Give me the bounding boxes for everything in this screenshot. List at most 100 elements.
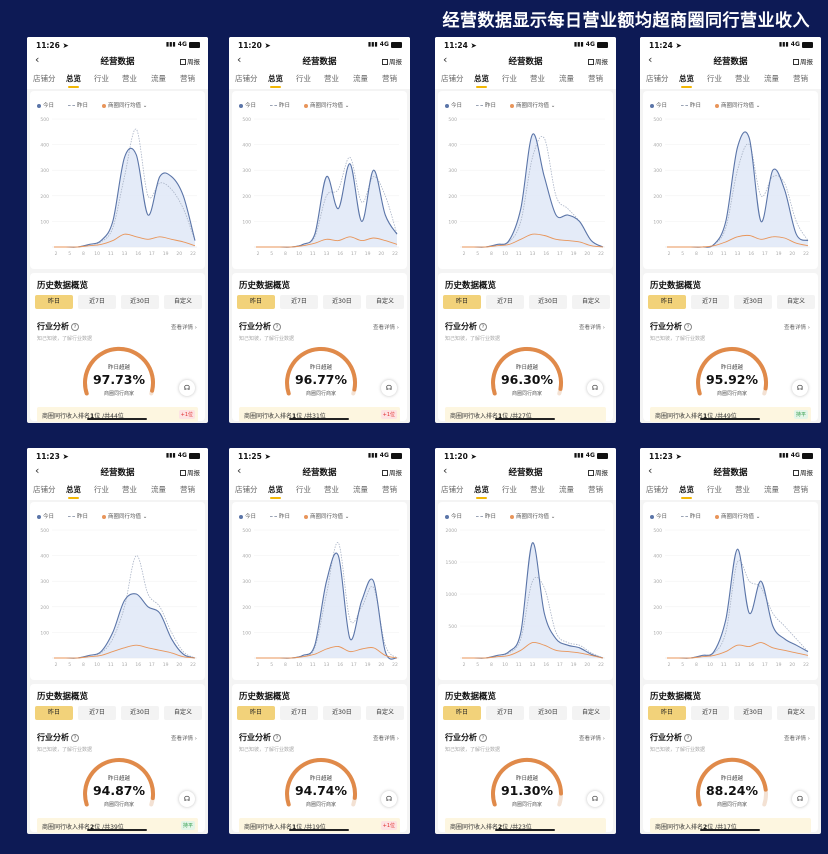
help-icon[interactable]: ? bbox=[273, 322, 281, 331]
period-button[interactable]: 近30日 bbox=[734, 706, 772, 720]
tab-item[interactable]: 总览 bbox=[268, 485, 283, 499]
weekly-report-button[interactable]: 周报 bbox=[793, 56, 813, 66]
period-button[interactable]: 自定义 bbox=[572, 295, 610, 309]
period-button[interactable]: 昨日 bbox=[237, 706, 275, 720]
period-button[interactable]: 近30日 bbox=[734, 295, 772, 309]
period-button[interactable]: 近7日 bbox=[486, 706, 524, 720]
tab-item[interactable]: 营业 bbox=[324, 485, 339, 494]
period-button[interactable]: 自定义 bbox=[777, 706, 815, 720]
tab-item[interactable]: 营销 bbox=[180, 485, 195, 494]
customer-service-icon[interactable]: ☊ bbox=[587, 791, 603, 807]
tab-item[interactable]: 店铺分 bbox=[33, 485, 56, 494]
customer-service-icon[interactable]: ☊ bbox=[381, 380, 397, 396]
back-arrow-icon[interactable]: ‹ bbox=[648, 53, 653, 66]
period-button[interactable]: 昨日 bbox=[648, 295, 686, 309]
tab-item[interactable]: 行业 bbox=[296, 74, 311, 83]
weekly-report-button[interactable]: 周报 bbox=[180, 467, 200, 477]
period-button[interactable]: 近30日 bbox=[529, 295, 567, 309]
tab-item[interactable]: 店铺分 bbox=[646, 74, 669, 83]
tab-item[interactable]: 店铺分 bbox=[441, 485, 464, 494]
help-icon[interactable]: ? bbox=[684, 733, 692, 742]
tab-item[interactable]: 行业 bbox=[296, 485, 311, 494]
period-button[interactable]: 近7日 bbox=[78, 706, 116, 720]
tab-item[interactable]: 总览 bbox=[679, 485, 694, 499]
legend-yesterday[interactable]: 昨日 bbox=[270, 101, 290, 109]
legend-yesterday[interactable]: 昨日 bbox=[270, 512, 290, 520]
period-button[interactable]: 昨日 bbox=[35, 706, 73, 720]
tab-item[interactable]: 总览 bbox=[474, 485, 489, 499]
tab-item[interactable]: 店铺分 bbox=[235, 74, 258, 83]
help-icon[interactable]: ? bbox=[479, 733, 487, 742]
back-arrow-icon[interactable]: ‹ bbox=[443, 53, 448, 66]
period-button[interactable]: 昨日 bbox=[443, 706, 481, 720]
tab-item[interactable]: 营销 bbox=[588, 485, 603, 494]
period-button[interactable]: 自定义 bbox=[366, 706, 404, 720]
legend-yesterday[interactable]: 昨日 bbox=[68, 512, 88, 520]
help-icon[interactable]: ? bbox=[684, 322, 692, 331]
period-button[interactable]: 近7日 bbox=[486, 295, 524, 309]
tab-item[interactable]: 营业 bbox=[122, 74, 137, 83]
view-details-link[interactable]: 查看详情 › bbox=[579, 325, 605, 331]
back-arrow-icon[interactable]: ‹ bbox=[237, 464, 242, 477]
weekly-report-button[interactable]: 周报 bbox=[382, 56, 402, 66]
legend-yesterday[interactable]: 昨日 bbox=[681, 512, 701, 520]
legend-peer[interactable]: 商圈同行均值 ⌄ bbox=[510, 101, 555, 109]
help-icon[interactable]: ? bbox=[273, 733, 281, 742]
tab-item[interactable]: 总览 bbox=[474, 74, 489, 88]
period-button[interactable]: 自定义 bbox=[777, 295, 815, 309]
view-details-link[interactable]: 查看详情 › bbox=[171, 736, 197, 742]
legend-today[interactable]: 今日 bbox=[650, 101, 667, 109]
legend-today[interactable]: 今日 bbox=[650, 512, 667, 520]
tab-item[interactable]: 行业 bbox=[502, 74, 517, 83]
period-button[interactable]: 自定义 bbox=[366, 295, 404, 309]
legend-yesterday[interactable]: 昨日 bbox=[681, 101, 701, 109]
tab-item[interactable]: 行业 bbox=[707, 74, 722, 83]
view-details-link[interactable]: 查看详情 › bbox=[784, 736, 810, 742]
legend-today[interactable]: 今日 bbox=[239, 512, 256, 520]
weekly-report-button[interactable]: 周报 bbox=[382, 467, 402, 477]
legend-today[interactable]: 今日 bbox=[445, 512, 462, 520]
weekly-report-button[interactable]: 周报 bbox=[588, 56, 608, 66]
weekly-report-button[interactable]: 周报 bbox=[588, 467, 608, 477]
legend-peer[interactable]: 商圈同行均值 ⌄ bbox=[304, 101, 349, 109]
legend-peer[interactable]: 商圈同行均值 ⌄ bbox=[715, 101, 760, 109]
tab-item[interactable]: 总览 bbox=[66, 485, 81, 499]
tab-item[interactable]: 行业 bbox=[502, 485, 517, 494]
period-button[interactable]: 近7日 bbox=[280, 706, 318, 720]
period-button[interactable]: 近7日 bbox=[691, 295, 729, 309]
tab-item[interactable]: 总览 bbox=[66, 74, 81, 88]
back-arrow-icon[interactable]: ‹ bbox=[237, 53, 242, 66]
legend-yesterday[interactable]: 昨日 bbox=[68, 101, 88, 109]
tab-item[interactable]: 总览 bbox=[268, 74, 283, 88]
view-details-link[interactable]: 查看详情 › bbox=[784, 325, 810, 331]
legend-peer[interactable]: 商圈同行均值 ⌄ bbox=[304, 512, 349, 520]
customer-service-icon[interactable]: ☊ bbox=[792, 791, 808, 807]
back-arrow-icon[interactable]: ‹ bbox=[648, 464, 653, 477]
period-button[interactable]: 近30日 bbox=[323, 706, 361, 720]
tab-item[interactable]: 营销 bbox=[793, 485, 808, 494]
period-button[interactable]: 昨日 bbox=[237, 295, 275, 309]
legend-today[interactable]: 今日 bbox=[239, 101, 256, 109]
tab-item[interactable]: 营业 bbox=[530, 485, 545, 494]
period-button[interactable]: 自定义 bbox=[572, 706, 610, 720]
tab-item[interactable]: 流量 bbox=[353, 74, 368, 83]
period-button[interactable]: 近30日 bbox=[323, 295, 361, 309]
help-icon[interactable]: ? bbox=[71, 322, 79, 331]
customer-service-icon[interactable]: ☊ bbox=[179, 380, 195, 396]
tab-item[interactable]: 店铺分 bbox=[646, 485, 669, 494]
tab-item[interactable]: 行业 bbox=[707, 485, 722, 494]
tab-item[interactable]: 营销 bbox=[588, 74, 603, 83]
back-arrow-icon[interactable]: ‹ bbox=[35, 464, 40, 477]
tab-item[interactable]: 店铺分 bbox=[33, 74, 56, 83]
period-button[interactable]: 昨日 bbox=[35, 295, 73, 309]
period-button[interactable]: 近7日 bbox=[691, 706, 729, 720]
tab-item[interactable]: 流量 bbox=[151, 74, 166, 83]
tab-item[interactable]: 店铺分 bbox=[441, 74, 464, 83]
help-icon[interactable]: ? bbox=[479, 322, 487, 331]
tab-item[interactable]: 营销 bbox=[382, 74, 397, 83]
customer-service-icon[interactable]: ☊ bbox=[587, 380, 603, 396]
legend-today[interactable]: 今日 bbox=[445, 101, 462, 109]
period-button[interactable]: 昨日 bbox=[443, 295, 481, 309]
period-button[interactable]: 近7日 bbox=[78, 295, 116, 309]
period-button[interactable]: 自定义 bbox=[164, 706, 202, 720]
